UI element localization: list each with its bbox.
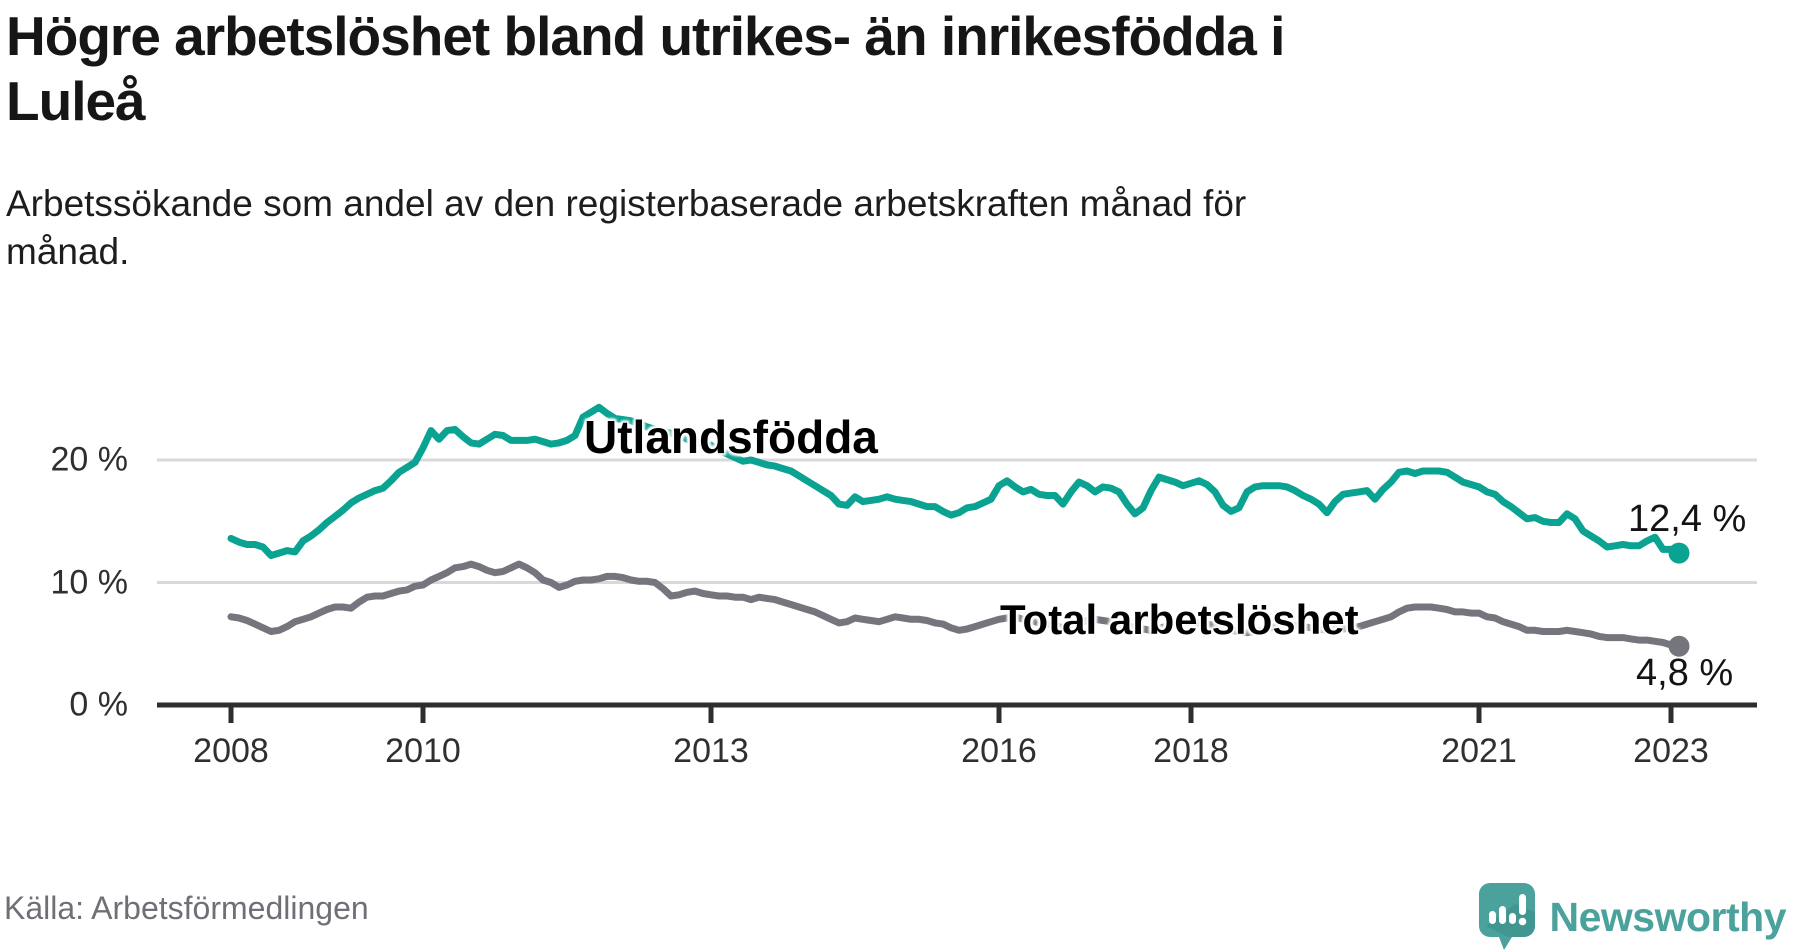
x-axis-label-2023: 2023 xyxy=(1633,732,1709,770)
y-axis-label-10: 10 % xyxy=(50,563,129,601)
newsworthy-branding: Newsworthy xyxy=(1478,882,1787,952)
x-axis-label-2010: 2010 xyxy=(385,732,461,770)
speech-bubble-bar-chart-icon xyxy=(1478,883,1535,950)
x-axis-label-2016: 2016 xyxy=(961,732,1037,770)
end-value-label-total: 4,8 % xyxy=(1636,652,1734,694)
x-axis-label-2021: 2021 xyxy=(1441,732,1517,770)
series-line-total-arbetsloshet xyxy=(227,560,1683,650)
y-axis-label-0: 0 % xyxy=(69,685,128,724)
series-line-utlandsfodda xyxy=(227,403,1683,559)
series-end-dot-utlandsfodda xyxy=(1668,542,1690,564)
page-subtitle: Arbetssökande som andel av den registerb… xyxy=(6,183,1247,273)
y-axis-label-20: 20 % xyxy=(50,440,129,479)
source-note: Källa: Arbetsförmedlingen xyxy=(4,890,369,926)
series-label-total-arbetsloshet: Total arbetslöshet xyxy=(1000,596,1359,643)
x-axis-label-2018: 2018 xyxy=(1153,732,1229,770)
series-end-dot-total-arbetsloshet xyxy=(1668,635,1690,657)
x-axis-label-2013: 2013 xyxy=(673,732,749,770)
series-label-utlandsfodda: Utlandsfödda xyxy=(584,411,878,463)
page-title: Högre arbetslöshet bland utrikes- än inr… xyxy=(6,5,1285,132)
end-value-label-utlandsfodda: 12,4 % xyxy=(1628,498,1747,540)
x-axis-label-2008: 2008 xyxy=(193,732,269,770)
newsworthy-wordmark: Newsworthy xyxy=(1549,893,1787,940)
